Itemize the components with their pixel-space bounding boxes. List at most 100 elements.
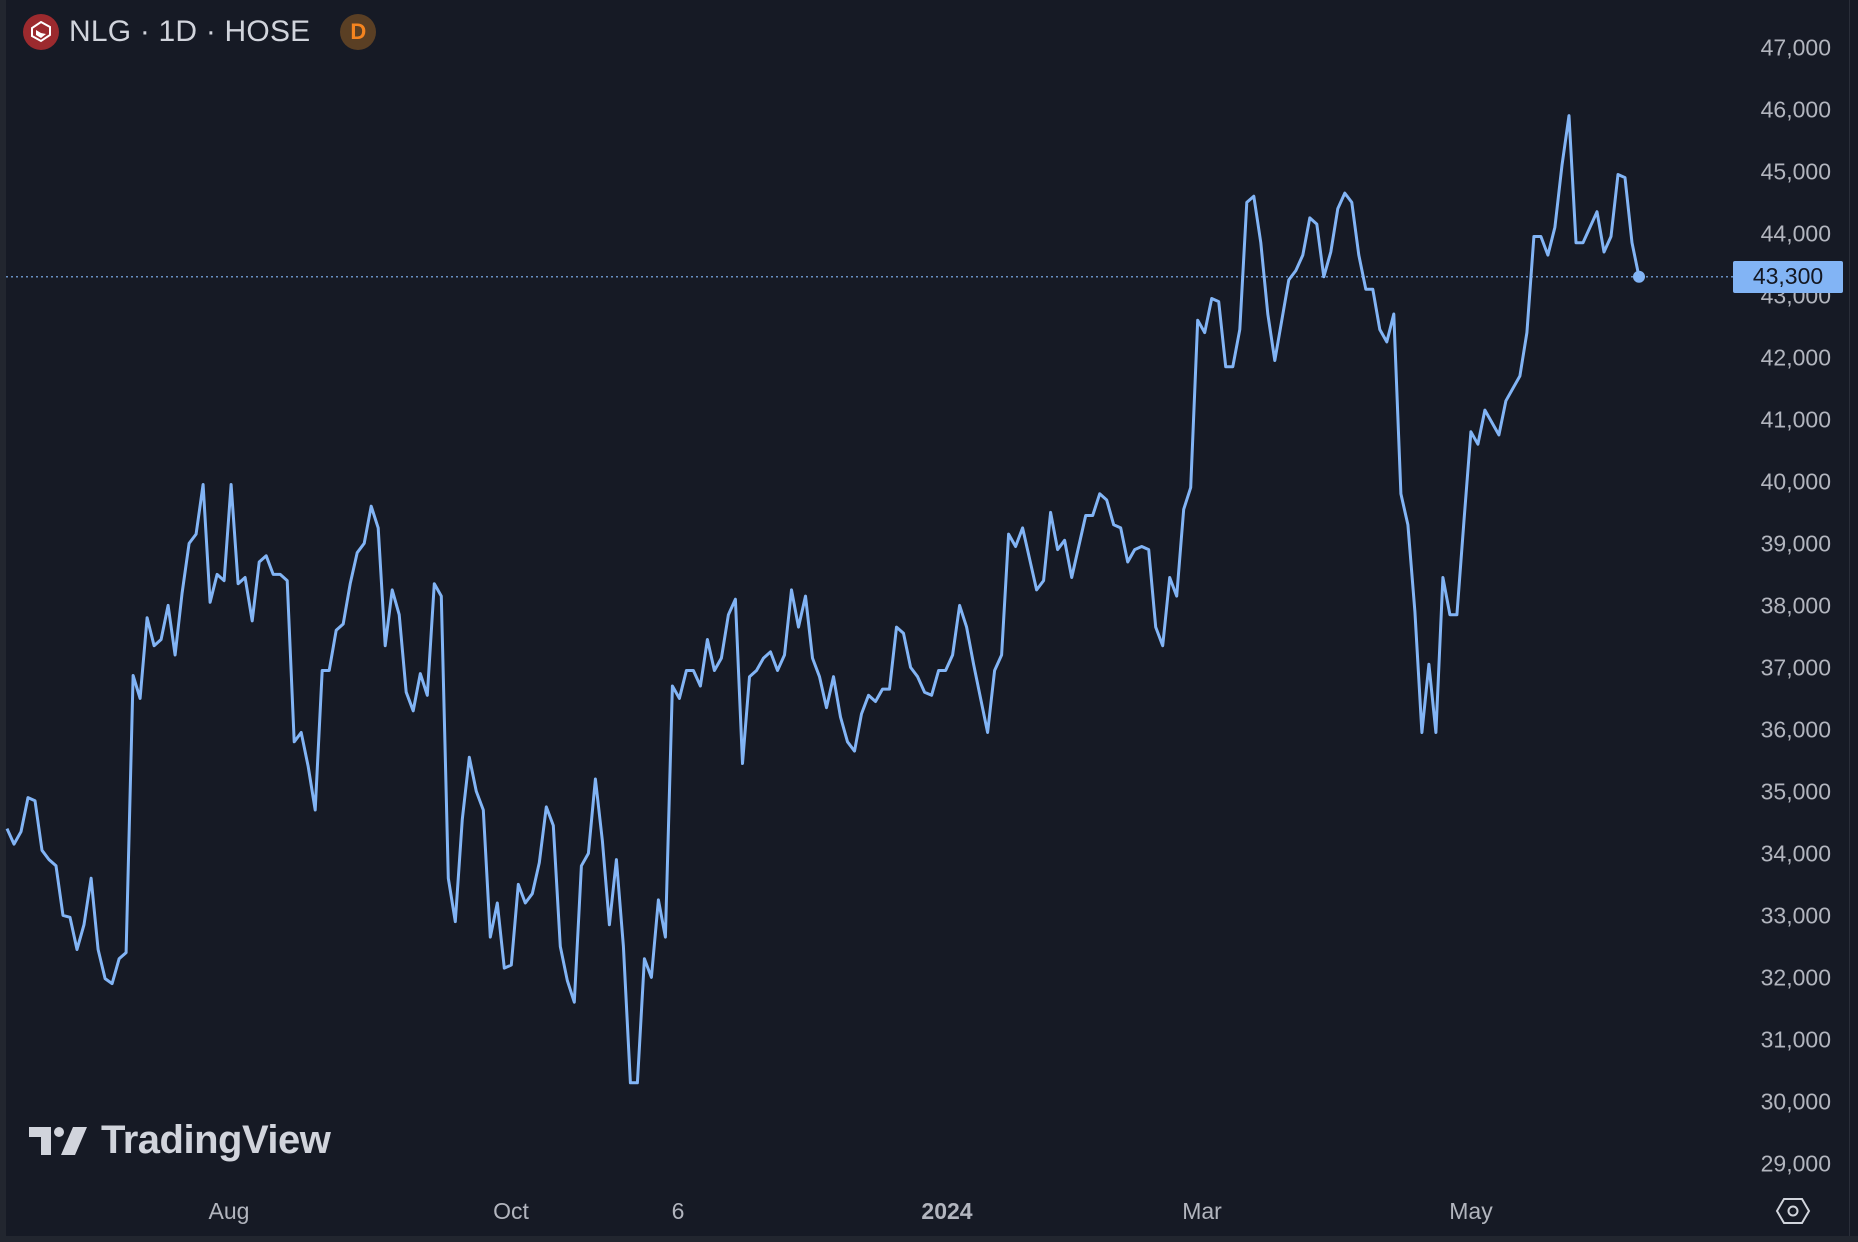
data-point	[727, 613, 730, 616]
price-axis[interactable]: 47,00046,00045,00044,00043,00042,00041,0…	[1761, 34, 1831, 1176]
data-point	[1028, 557, 1031, 560]
data-point	[979, 697, 982, 700]
data-point	[832, 675, 835, 678]
data-status-badge[interactable]: D	[340, 14, 377, 50]
data-point	[244, 576, 247, 579]
data-point	[762, 657, 765, 660]
data-point	[1350, 201, 1353, 204]
tradingview-wordmark: TradingView	[101, 1118, 331, 1162]
data-point	[1406, 523, 1409, 526]
data-point	[335, 629, 338, 632]
data-point	[272, 573, 275, 576]
data-point	[874, 700, 877, 703]
time-tick-label: Oct	[493, 1198, 529, 1224]
last-price-dot	[1633, 270, 1645, 283]
tradingview-watermark[interactable]: TradingView	[29, 1118, 331, 1163]
data-point	[580, 864, 583, 867]
data-point	[538, 861, 541, 864]
data-point	[153, 644, 156, 647]
data-point	[552, 824, 555, 827]
data-point	[1343, 192, 1346, 195]
data-point	[1413, 610, 1416, 613]
data-point	[454, 920, 457, 923]
data-point	[237, 582, 240, 585]
data-point	[524, 902, 527, 905]
data-point	[419, 672, 422, 675]
data-point	[202, 483, 205, 486]
data-point	[1308, 216, 1311, 219]
data-point	[55, 864, 58, 867]
data-point	[797, 626, 800, 629]
data-point	[944, 669, 947, 672]
data-point	[1007, 533, 1010, 536]
data-point	[790, 588, 793, 591]
symbol-title[interactable]: NLG · 1D · HOSE	[69, 15, 311, 48]
data-point	[496, 902, 499, 905]
data-point	[531, 892, 534, 895]
data-point	[769, 650, 772, 653]
data-point	[1462, 520, 1465, 523]
data-point	[468, 756, 471, 759]
price-tick-label: 39,000	[1761, 530, 1831, 556]
price-tick-label: 42,000	[1761, 344, 1831, 370]
data-point	[1056, 548, 1059, 551]
data-point	[678, 697, 681, 700]
data-point	[1273, 359, 1276, 362]
data-point	[370, 505, 373, 508]
data-point	[748, 675, 751, 678]
data-point	[1518, 375, 1521, 378]
data-point	[1035, 588, 1038, 591]
data-point	[1091, 514, 1094, 517]
price-tick-label: 44,000	[1761, 220, 1831, 246]
data-point	[160, 638, 163, 641]
data-point	[181, 592, 184, 595]
data-point	[1042, 579, 1045, 582]
data-point	[1140, 545, 1143, 548]
data-point	[489, 936, 492, 939]
data-point	[1336, 207, 1339, 210]
data-point	[1175, 595, 1178, 598]
data-point	[433, 582, 436, 585]
data-point	[881, 688, 884, 691]
data-point	[1497, 433, 1500, 436]
price-tick-label: 33,000	[1761, 902, 1831, 928]
settings-hexagon-icon	[1775, 1198, 1811, 1224]
data-point	[811, 657, 814, 660]
data-point	[1203, 331, 1206, 334]
data-point	[279, 573, 282, 576]
data-point	[384, 644, 387, 647]
chart-settings-button[interactable]	[1775, 1196, 1811, 1226]
data-point	[1371, 288, 1374, 291]
data-point	[965, 626, 968, 629]
symbol-header[interactable]: NLG · 1D · HOSE D	[23, 13, 377, 51]
data-point	[125, 951, 128, 954]
data-point	[90, 877, 93, 880]
data-point	[1238, 328, 1241, 331]
data-point	[1623, 176, 1626, 179]
data-point	[573, 1001, 576, 1004]
data-point	[1525, 331, 1528, 334]
data-point	[664, 936, 667, 939]
data-point	[818, 675, 821, 678]
data-point	[1168, 576, 1171, 579]
data-point	[650, 976, 653, 979]
data-point	[6, 827, 9, 830]
time-tick-label: 6	[672, 1198, 685, 1224]
price-tick-label: 46,000	[1761, 96, 1831, 122]
data-point	[1546, 254, 1549, 257]
price-tick-label: 31,000	[1761, 1026, 1831, 1052]
data-point	[1126, 561, 1129, 564]
data-point	[76, 948, 79, 951]
data-point	[559, 945, 562, 948]
data-point	[902, 632, 905, 635]
data-point	[545, 805, 548, 808]
time-axis[interactable]: Aug Oct 6 2024 Mar May	[209, 1198, 1494, 1224]
data-point	[475, 790, 478, 793]
data-point	[111, 982, 114, 985]
data-point	[398, 613, 401, 616]
data-point	[1378, 328, 1381, 331]
data-point	[895, 626, 898, 629]
left-border	[0, 0, 6, 1242]
data-point	[461, 818, 464, 821]
